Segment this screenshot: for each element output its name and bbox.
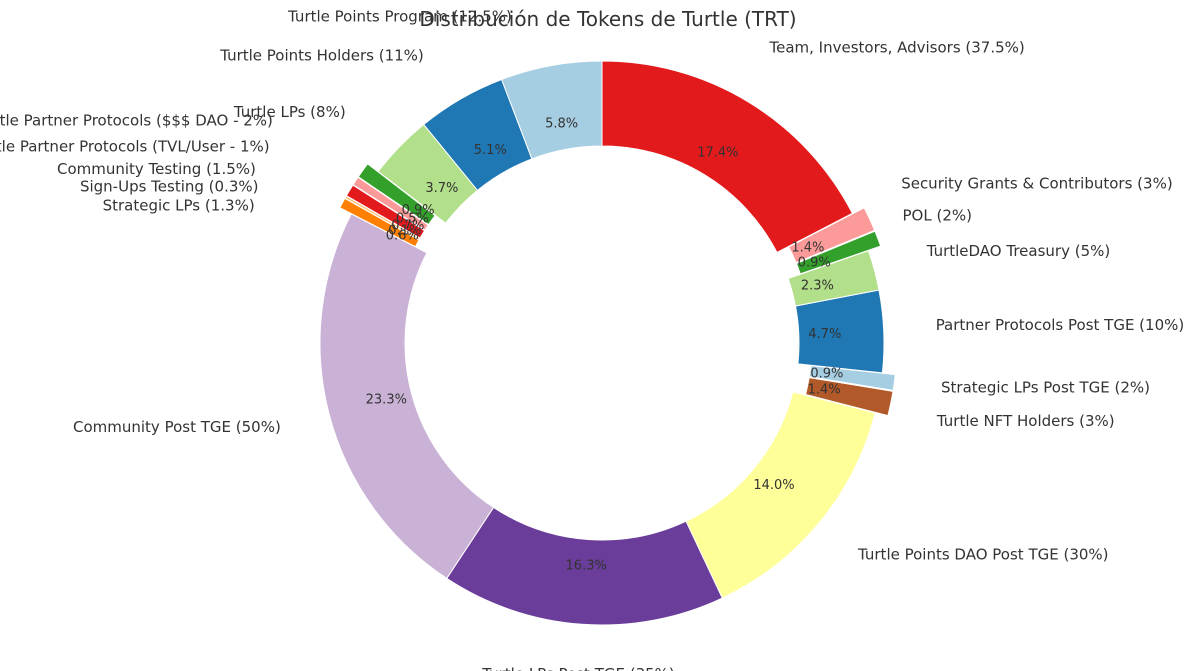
slice-18 [601, 60, 854, 254]
slice-15 [787, 250, 880, 307]
slice-percent-label: 1.4% [808, 383, 841, 398]
slice-4 [357, 163, 436, 226]
slice-label: Turtle Points Program (12.5%) [287, 8, 512, 26]
slice-percent-label: 16.3% [566, 558, 607, 573]
slice-percent-label: 0.6% [386, 228, 419, 243]
slices-group [319, 60, 896, 626]
chart-title: Distribución de Tokens de Turtle (TRT) [419, 7, 796, 31]
slice-percent-label: 0.5% [396, 211, 429, 226]
slice-label: Sign-Ups Testing (0.3%) [80, 178, 259, 196]
slice-label: TurtleDAO Treasury (5%) [926, 242, 1111, 260]
slice-label: Security Grants & Contributors (3%) [901, 174, 1172, 192]
slice-11 [685, 391, 876, 599]
slice-16 [795, 230, 882, 275]
slice-label: Partner Protocols Post TGE (10%) [936, 316, 1185, 334]
slice-percent-label: 0.9% [402, 203, 435, 218]
slice-17 [788, 207, 876, 264]
slice-percent-label: 5.8% [545, 117, 578, 132]
slice-percent-label: 4.7% [808, 327, 841, 342]
slice-9 [319, 213, 495, 580]
slice-label: Turtle Partner Protocols ($$$ DAO - 2%) [0, 112, 273, 130]
slice-label: Turtle Points DAO Post TGE (30%) [857, 545, 1109, 563]
slice-percent-label: 2.3% [801, 278, 834, 293]
slice-label: Turtle LPs (8%) [233, 103, 346, 121]
slice-label: Community Post TGE (50%) [73, 418, 281, 436]
slice-label: Turtle Partner Protocols (TVL/User - 1%) [0, 138, 270, 156]
slice-percent-label: 5.1% [474, 143, 507, 158]
slice-percent-label: 3.7% [425, 181, 458, 196]
slice-label: Turtle LPs Post TGE (35%) [481, 665, 675, 671]
slice-label: Strategic LPs (1.3%) [103, 197, 255, 215]
slice-percent-label: 1.4% [791, 241, 824, 256]
slice-percent-label: 0.9% [810, 366, 843, 381]
slice-label: Turtle NFT Holders (3%) [936, 412, 1115, 430]
slice-label: Turtle Points Holders (11%) [219, 47, 424, 65]
slice-label: POL (2%) [903, 207, 972, 225]
slice-label: Community Testing (1.5%) [57, 160, 256, 178]
slice-percent-label: 0.9% [798, 256, 831, 271]
slice-percent-label: 0.1% [388, 224, 421, 239]
slice-label: Strategic LPs Post TGE (2%) [941, 379, 1150, 397]
slice-labels-group: Turtle Points Program (12.5%) Turtle Poin… [0, 8, 1184, 671]
percent-labels-group: 5.8%5.1%3.7%0.9%0.5%0.7%0.1%0.6%23.3%16.… [366, 117, 844, 574]
slice-percent-label: 0.7% [391, 219, 424, 234]
slice-12 [804, 376, 894, 417]
slice-percent-label: 14.0% [753, 478, 794, 493]
slice-percent-label: 17.4% [697, 146, 738, 161]
slice-label: Team, Investors, Advisors (37.5%) [769, 38, 1025, 56]
slice-percent-label: 23.3% [366, 393, 407, 408]
